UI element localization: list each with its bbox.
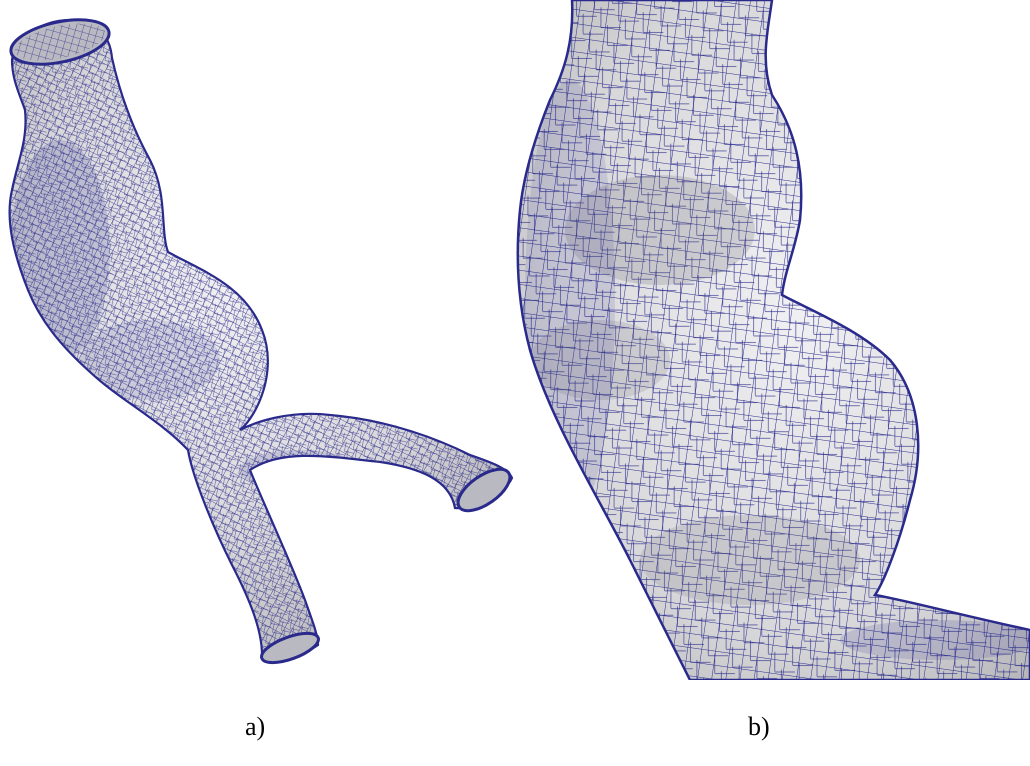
zoomed-vessel-mesh-body xyxy=(516,0,1030,680)
panel-a-mesh-illustration xyxy=(8,18,514,665)
panel-a-caption: a) xyxy=(245,712,266,741)
right-branch-outlet xyxy=(456,467,512,513)
panel-b-mesh-illustration xyxy=(516,0,1030,680)
panel-b-zoomed-mesh xyxy=(510,0,1030,680)
panel-a-full-mesh xyxy=(0,0,530,670)
panel-b-caption: b) xyxy=(748,712,770,741)
left-branch-outlet xyxy=(260,631,320,665)
vessel-mesh-body xyxy=(8,18,514,659)
